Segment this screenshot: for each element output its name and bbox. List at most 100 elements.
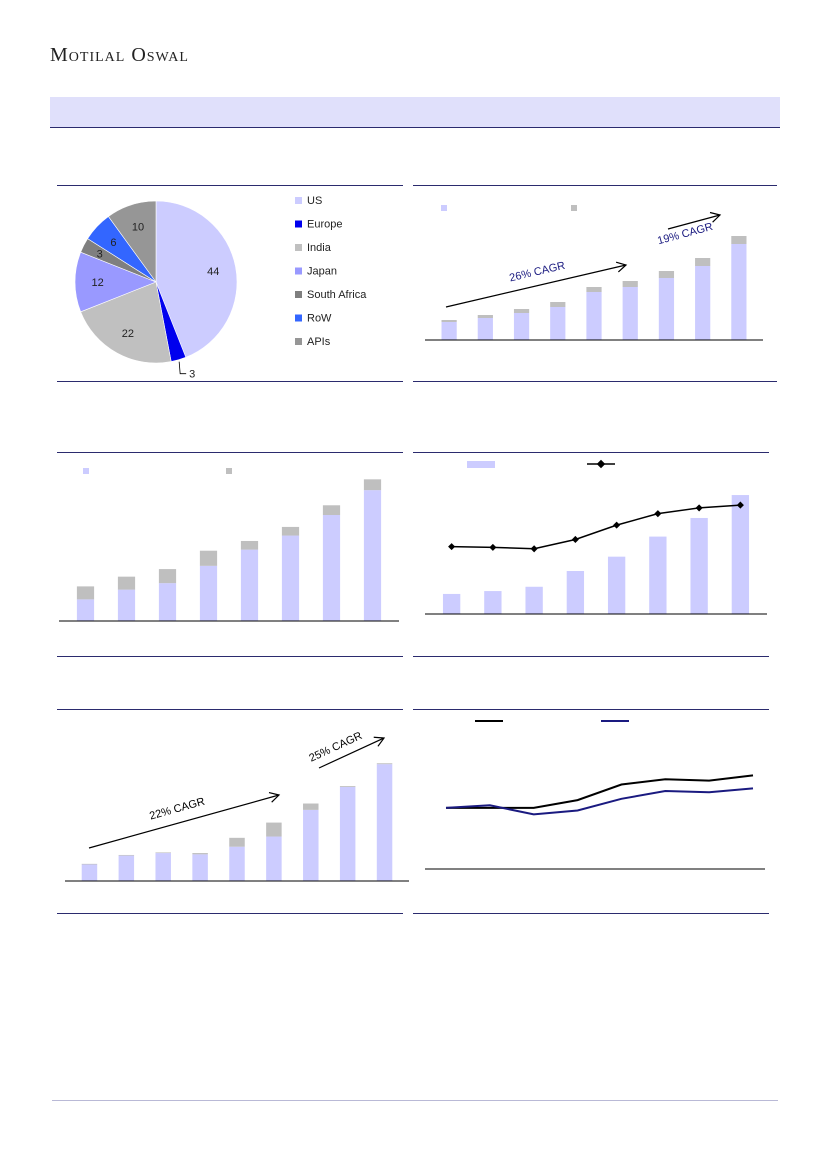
bar-top-8 (363, 479, 382, 491)
pie-leader-line (178, 361, 187, 375)
pie-slice-apis (107, 200, 157, 283)
line-marker-5 (613, 521, 621, 529)
pie-slice-us (155, 200, 238, 358)
chart5-svg: 22% CAGR 25% CAGR (57, 709, 409, 914)
legend-swatch-japan (295, 267, 302, 275)
bar-1 (442, 593, 461, 614)
legend-label-south-africa: South Africa (307, 289, 367, 301)
bar-top-2 (117, 576, 136, 590)
line-marker-2 (489, 543, 497, 551)
bar-main-3 (513, 313, 530, 340)
pie-slice-japan (74, 251, 157, 313)
bar-top-3 (158, 569, 177, 584)
legend-label-europe: Europe (307, 219, 342, 231)
bar-top-1 (441, 320, 457, 322)
legend-swatch-bar (467, 461, 495, 468)
pie-label-europe: 3 (189, 369, 195, 381)
bar-top-1 (76, 586, 95, 600)
bar-main-7 (322, 515, 341, 621)
pie-label-south-africa: 3 (97, 248, 103, 260)
bar-top-3 (155, 852, 171, 854)
bar-top-8 (339, 786, 356, 788)
bar-top-3 (513, 309, 530, 313)
line-marker-3 (530, 545, 538, 553)
legend-swatch-row (295, 314, 302, 322)
pie-label-japan: 12 (92, 277, 104, 289)
chart6-svg (413, 709, 769, 914)
legend-label-row: RoW (307, 313, 332, 325)
bar-main-8 (339, 787, 356, 881)
chart4-svg (413, 452, 769, 657)
section-banner (50, 97, 780, 128)
line-marker-1 (448, 543, 456, 551)
bar-main-2 (118, 855, 135, 881)
legend-swatch-top (226, 468, 232, 474)
pie-slice-india (80, 281, 172, 364)
chart3-svg (57, 452, 403, 657)
bar-main-1 (81, 864, 98, 881)
bar-top-6 (266, 822, 282, 837)
bar-main-6 (266, 836, 282, 881)
bar-2 (484, 591, 502, 614)
cagr-25-label: 25% CAGR (307, 730, 364, 765)
cagr-26-arrow (445, 264, 627, 308)
line-series (451, 504, 741, 550)
legend-swatch-main (83, 468, 89, 474)
bar-main-1 (441, 322, 457, 340)
bar-main-4 (199, 565, 218, 621)
chart-6-line (413, 709, 769, 914)
chart-2-stacked-bar: 26% CAGR 19% CAGR (413, 185, 777, 382)
bar-top-1 (81, 863, 98, 865)
legend-swatch-india (295, 244, 302, 251)
bar-main-8 (695, 266, 711, 340)
cagr-25-arrow (318, 737, 385, 769)
bar-top-6 (281, 526, 300, 536)
footer-rule (52, 1100, 778, 1101)
legend-swatch-south-africa (295, 291, 302, 298)
line-marker-6 (654, 510, 662, 518)
chart-4-bar-line (413, 452, 769, 657)
bar-top-5 (229, 837, 245, 847)
cagr-22-arrowhead (268, 792, 281, 803)
pie-label-india: 22 (122, 328, 134, 340)
bar-main-8 (363, 490, 382, 621)
pie-label-us: 44 (207, 266, 219, 278)
chart-1-pie: 44 3 22 12 3 6 10 US Europe India Japan South Afric… (57, 185, 403, 382)
bar-main-9 (731, 244, 747, 340)
legend-label-japan: Japan (307, 266, 337, 278)
bar-top-2 (477, 315, 493, 318)
cagr-19-arrowhead (709, 211, 722, 223)
bar-main-6 (622, 287, 638, 340)
chart-5-stacked-bar: 22% CAGR 25% CAGR (57, 709, 409, 914)
legend-label-apis: APIs (307, 336, 331, 348)
bar-top-9 (731, 236, 747, 244)
cagr-22-label: 22% CAGR (148, 796, 206, 823)
bar-main-5 (586, 292, 602, 340)
legend-swatch-us (295, 197, 302, 204)
bar-top-9 (376, 763, 393, 765)
bar-5 (607, 556, 626, 614)
bar-top-8 (695, 258, 711, 266)
bar-top-5 (240, 540, 259, 550)
bar-top-7 (303, 803, 319, 810)
bar-main-2 (477, 318, 493, 340)
bar-top-5 (586, 287, 602, 292)
cagr-22-arrow (88, 794, 280, 849)
bar-main-5 (229, 846, 245, 881)
bar-top-4 (199, 550, 218, 566)
line-series-1 (446, 774, 754, 809)
bar-main-7 (658, 278, 675, 340)
pie-label-row: 6 (110, 237, 116, 249)
brand-name: Motilal Oswal (50, 44, 189, 66)
cagr-25-arrowhead (373, 736, 386, 747)
bar-top-2 (118, 854, 135, 856)
line-marker-4 (571, 535, 579, 544)
legend-swatch-top (571, 205, 577, 211)
line-marker-7 (695, 504, 703, 512)
chart-3-stacked-bar (57, 452, 403, 657)
bar-8 (731, 495, 750, 614)
pie-label-apis: 10 (132, 222, 144, 234)
legend-swatch-europe (295, 220, 302, 228)
